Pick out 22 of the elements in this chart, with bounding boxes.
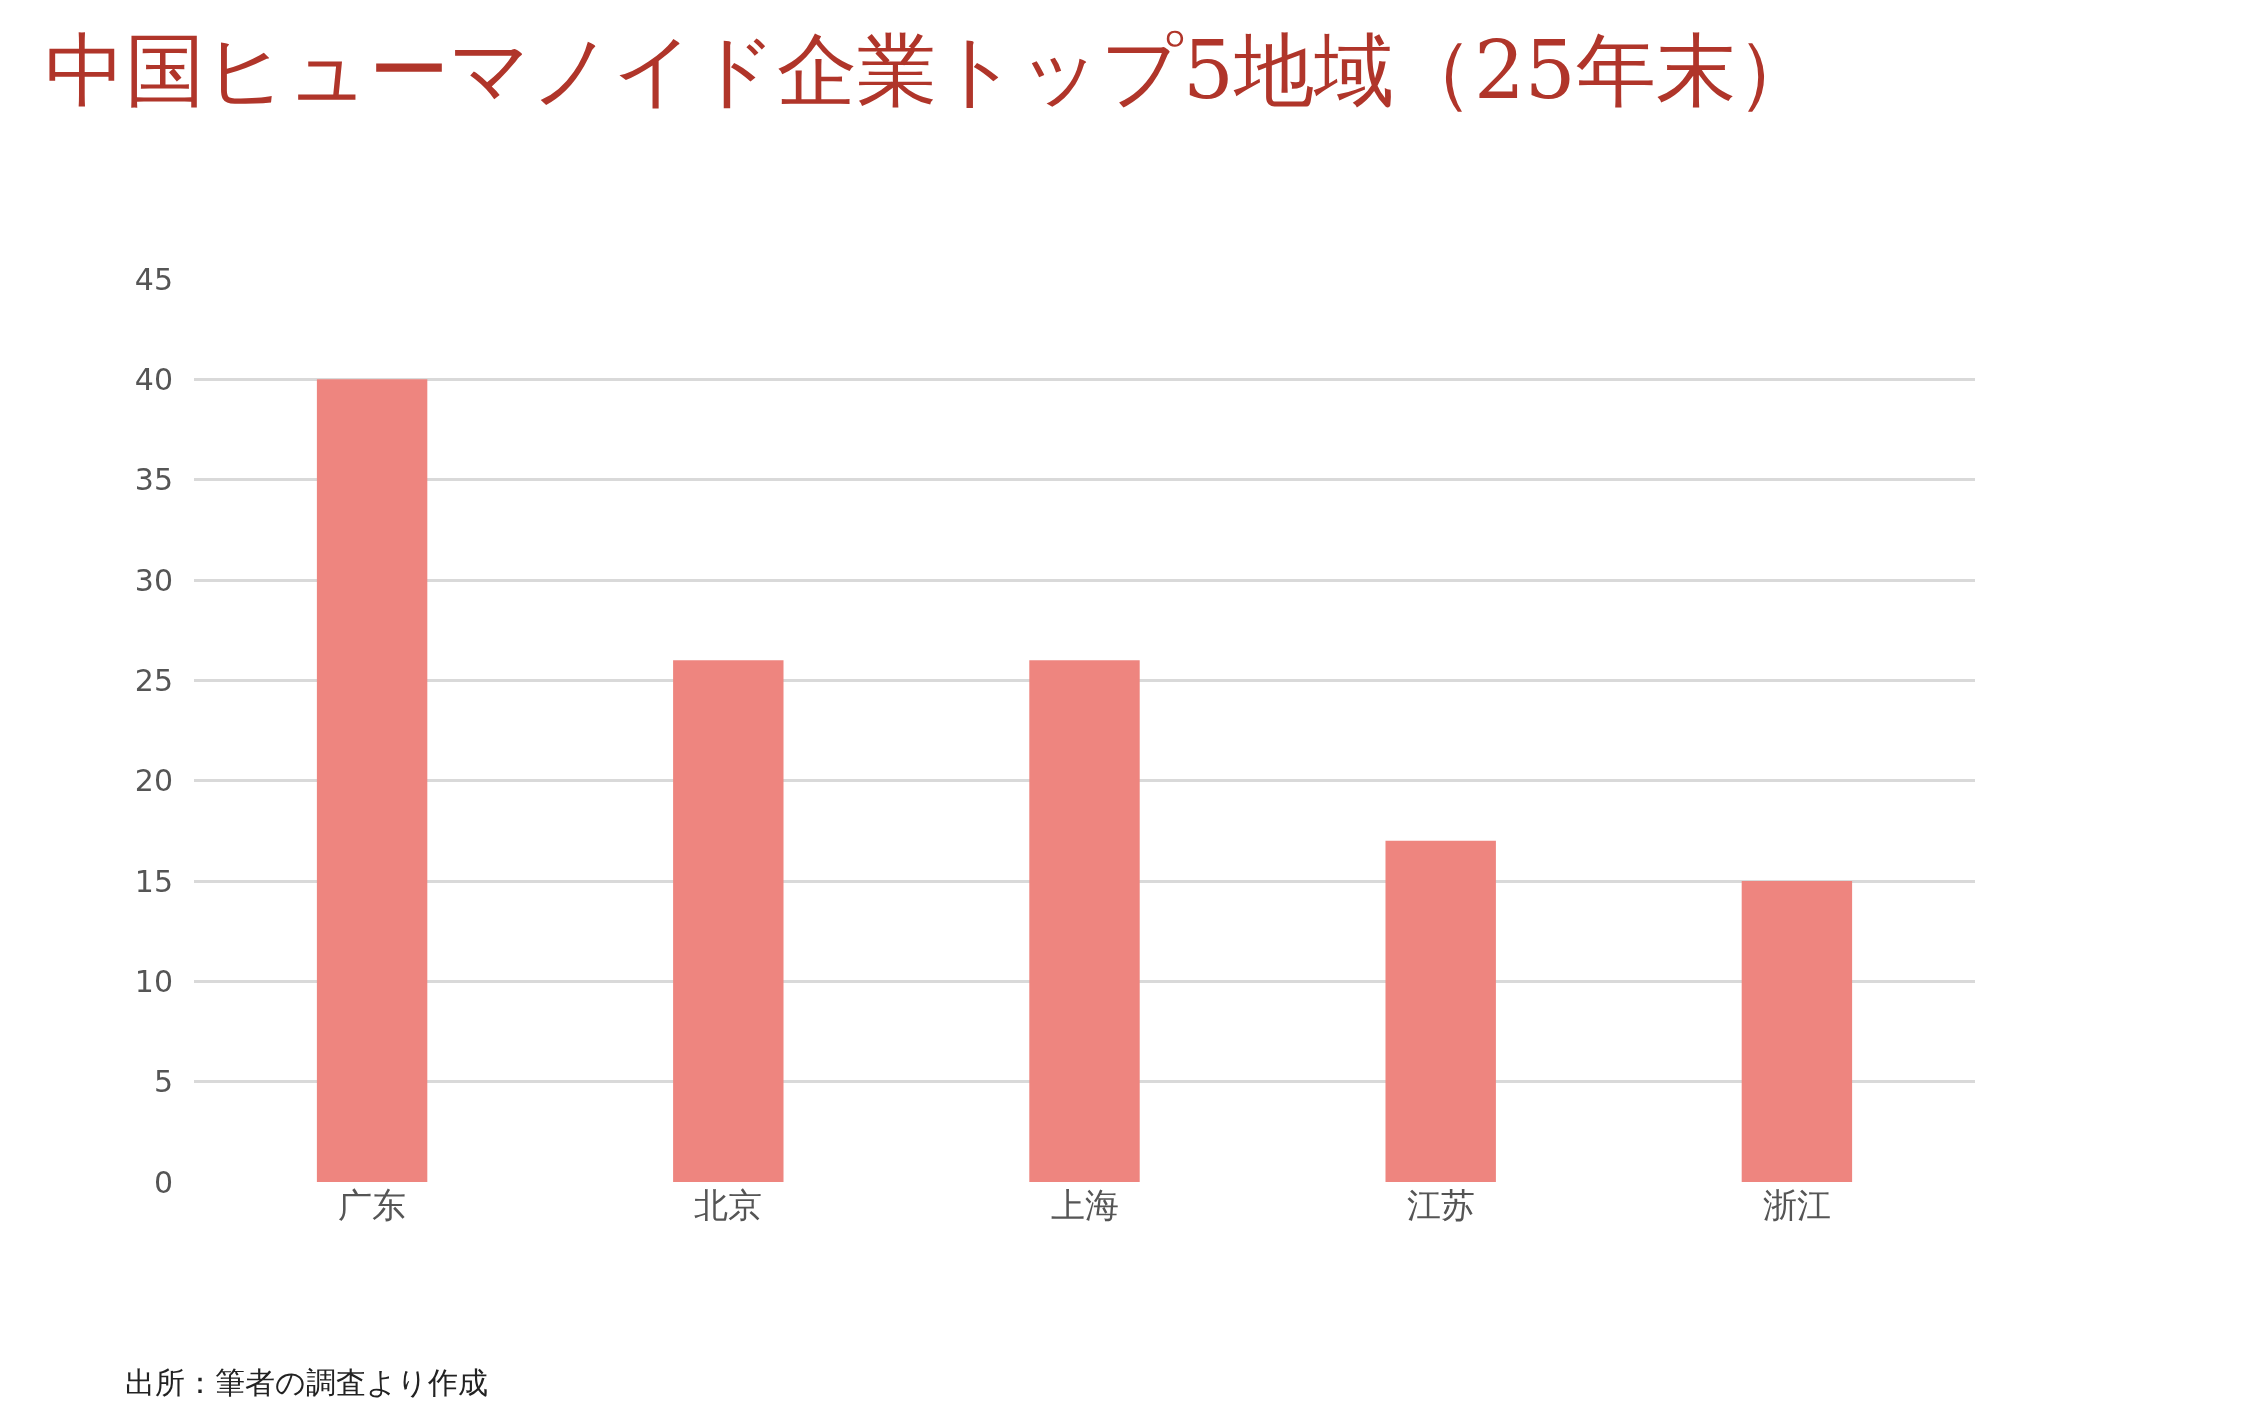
y-tick-label: 40	[134, 361, 173, 397]
y-tick-label: 25	[134, 662, 173, 698]
y-tick-label: 15	[134, 863, 173, 899]
bar	[1029, 660, 1140, 1182]
y-tick-label: 10	[134, 963, 173, 999]
chart-title: 中国ヒューマノイド企業トップ5地域（25年末）	[45, 24, 1816, 118]
y-tick-label: 35	[134, 462, 173, 498]
text: 出所：筆者の調査より作成	[125, 1365, 488, 1400]
bar	[673, 660, 784, 1182]
y-tick-label: 0	[153, 1164, 173, 1200]
bar	[316, 379, 428, 1182]
x-tick-label: 广东	[338, 1185, 407, 1225]
y-tick-label: 45	[134, 261, 173, 297]
x-tick-label: 浙江	[1762, 1185, 1831, 1225]
x-tick-label: 上海	[1050, 1185, 1119, 1225]
x-tick-label: 北京	[694, 1185, 763, 1225]
y-tick-label: 5	[153, 1064, 173, 1100]
y-tick-label: 20	[134, 763, 173, 799]
y-tick-label: 30	[134, 562, 173, 598]
x-tick-label: 江苏	[1406, 1185, 1475, 1225]
bar	[1741, 881, 1853, 1182]
bar	[1385, 840, 1496, 1182]
